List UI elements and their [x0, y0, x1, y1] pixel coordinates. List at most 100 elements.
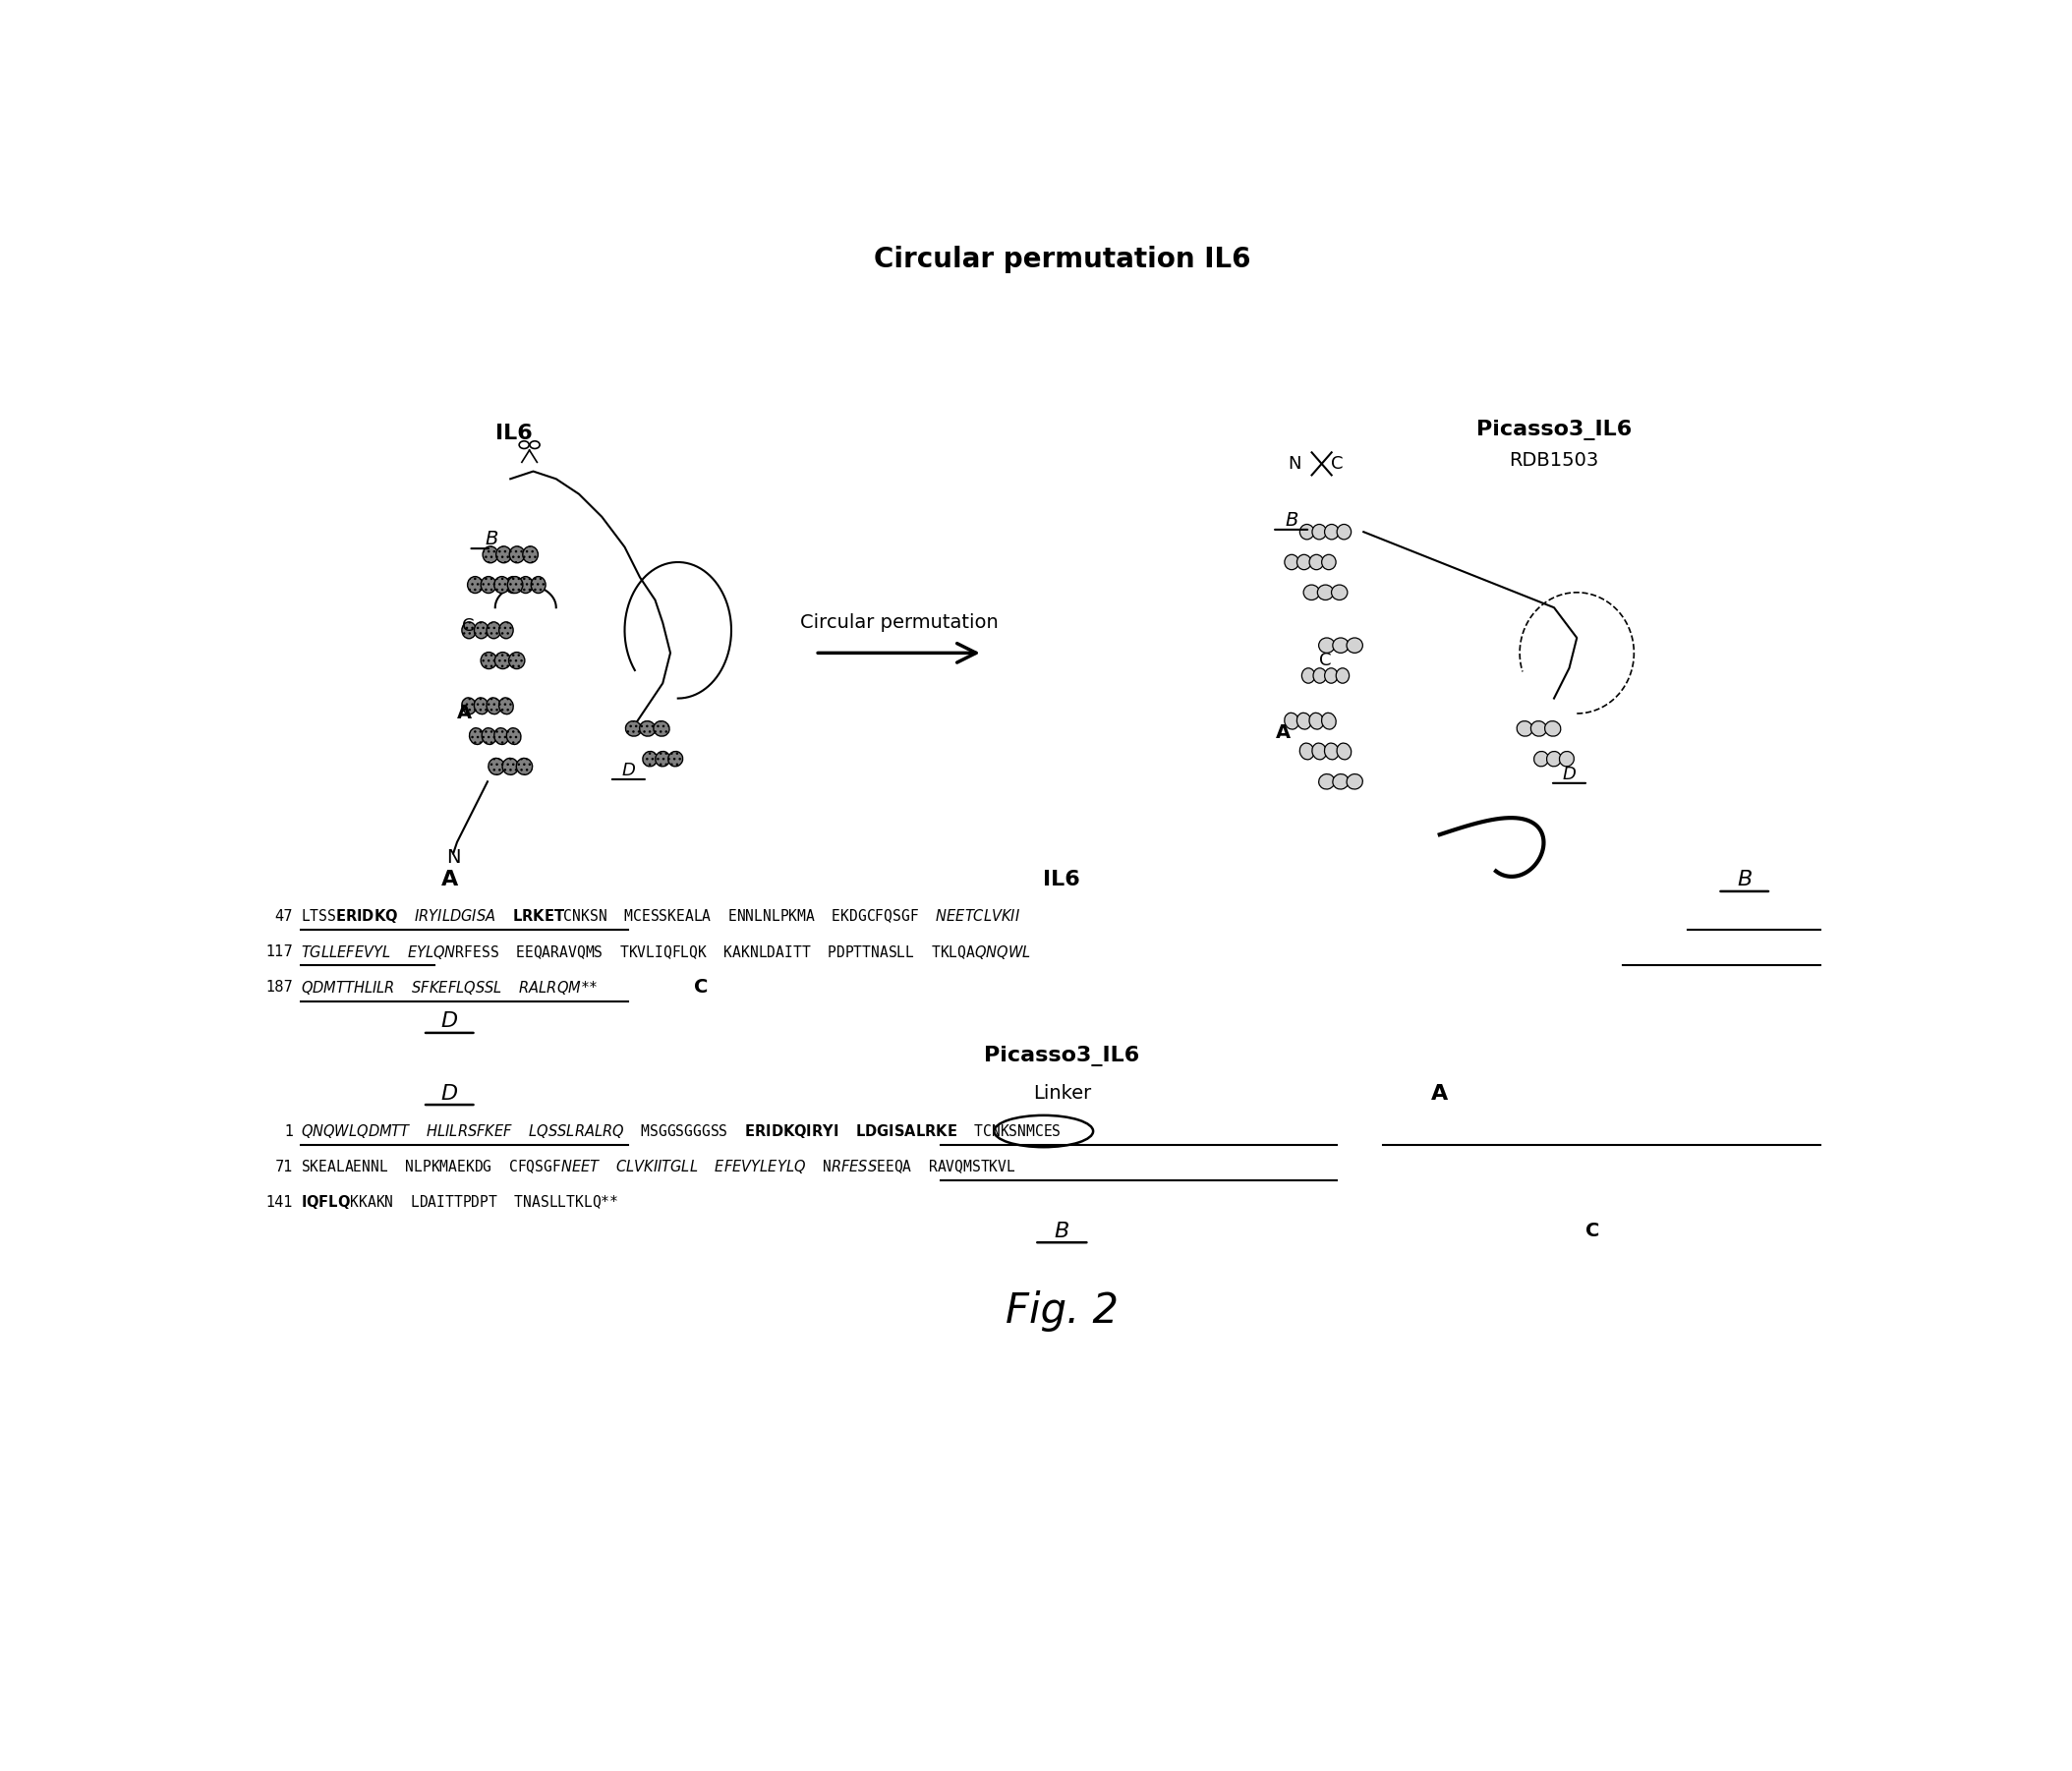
Ellipse shape	[487, 622, 501, 639]
Ellipse shape	[1297, 712, 1312, 730]
Ellipse shape	[499, 698, 514, 714]
Ellipse shape	[487, 698, 501, 714]
Ellipse shape	[1546, 751, 1562, 767]
Ellipse shape	[1318, 774, 1334, 790]
Text: C: C	[1330, 455, 1343, 473]
Text: N: N	[445, 848, 460, 866]
Ellipse shape	[1318, 638, 1334, 653]
Ellipse shape	[510, 545, 524, 563]
Text: $\mathbf{\mathit{D}}$: $\mathbf{\mathit{D}}$	[441, 1084, 458, 1103]
Text: 47: 47	[276, 909, 294, 924]
Text: N: N	[1289, 455, 1301, 473]
Ellipse shape	[1312, 744, 1326, 760]
Text: $\mathbf{\mathit{D}}$: $\mathbf{\mathit{D}}$	[622, 762, 636, 779]
Ellipse shape	[506, 577, 520, 593]
Ellipse shape	[474, 622, 489, 639]
Text: $\mathbf{IQFLQ}$KKAKN  LDAITTPDPT  TNASLLTKLQ**: $\mathbf{IQFLQ}$KKAKN LDAITTPDPT TNASLLT…	[300, 1194, 620, 1211]
Ellipse shape	[667, 751, 684, 767]
Text: SKEALAENNL  NLPKMAEKDG  CFQSGF$\mathbf{\mathit{NEET}}$  $\mathbf{\mathit{CLVKIIT: SKEALAENNL NLPKMAEKDG CFQSGF$\mathbf{\ma…	[300, 1158, 1015, 1176]
Text: LTSS$\mathbf{ERIDKQ}$  $\mathbf{\mathit{IRYILDGISA}}$  $\mathbf{LRKET}$CNKSN  MC: LTSS$\mathbf{ERIDKQ}$ $\mathbf{\mathit{I…	[300, 907, 1021, 924]
Text: 117: 117	[265, 944, 294, 960]
Text: 71: 71	[276, 1160, 294, 1174]
Text: 187: 187	[265, 979, 294, 995]
Ellipse shape	[510, 652, 524, 669]
Ellipse shape	[1517, 721, 1533, 737]
Text: C: C	[462, 618, 474, 636]
Ellipse shape	[468, 577, 483, 593]
Text: 141: 141	[265, 1195, 294, 1210]
Text: Fig. 2: Fig. 2	[1005, 1291, 1119, 1332]
Ellipse shape	[1285, 712, 1299, 730]
Ellipse shape	[1318, 584, 1334, 600]
Text: $\mathit{QN}$$\mathbf{\mathit{QWLQDMTT}}$  $\mathbf{\mathit{HLILRSFKEF}}$  $\mat: $\mathit{QN}$$\mathbf{\mathit{QWLQDMTT}}…	[300, 1123, 1061, 1141]
Text: $\mathbf{\mathit{TGLLEFEVYL}}$  $\mathbf{\mathit{EYLQN}}$RFESS  EEQARAVQMS  TKVL: $\mathbf{\mathit{TGLLEFEVYL}}$ $\mathbf{…	[300, 942, 1032, 960]
Ellipse shape	[640, 721, 655, 737]
Ellipse shape	[1312, 524, 1326, 540]
Text: $\mathbf{\mathit{D}}$: $\mathbf{\mathit{D}}$	[1562, 765, 1577, 783]
Ellipse shape	[1332, 774, 1349, 790]
Ellipse shape	[655, 751, 669, 767]
Ellipse shape	[483, 545, 497, 563]
Ellipse shape	[1285, 554, 1299, 570]
Ellipse shape	[495, 652, 512, 669]
Ellipse shape	[520, 441, 528, 448]
Text: A: A	[1432, 1084, 1448, 1103]
Ellipse shape	[1324, 744, 1339, 760]
Ellipse shape	[1347, 774, 1363, 790]
Ellipse shape	[1560, 751, 1575, 767]
Ellipse shape	[653, 721, 669, 737]
Ellipse shape	[470, 728, 483, 744]
Ellipse shape	[481, 652, 497, 669]
Text: C: C	[1585, 1222, 1600, 1240]
Text: A: A	[441, 870, 458, 889]
Ellipse shape	[1297, 554, 1312, 570]
Text: 1: 1	[284, 1125, 294, 1139]
Ellipse shape	[508, 577, 522, 593]
Text: Picasso3_IL6: Picasso3_IL6	[984, 1045, 1140, 1066]
Text: A: A	[1276, 723, 1291, 742]
Ellipse shape	[1332, 638, 1349, 653]
Ellipse shape	[1310, 554, 1324, 570]
Ellipse shape	[518, 577, 533, 593]
Ellipse shape	[522, 545, 539, 563]
Ellipse shape	[626, 721, 642, 737]
Ellipse shape	[493, 728, 508, 744]
Ellipse shape	[1303, 584, 1320, 600]
Ellipse shape	[1336, 744, 1351, 760]
Text: A: A	[458, 705, 472, 723]
Text: $\mathbf{\mathit{B}}$: $\mathbf{\mathit{B}}$	[1736, 870, 1753, 889]
Ellipse shape	[495, 545, 512, 563]
Text: Circular permutation: Circular permutation	[800, 613, 999, 632]
Ellipse shape	[499, 622, 514, 639]
Ellipse shape	[530, 577, 545, 593]
Ellipse shape	[1299, 744, 1314, 760]
Ellipse shape	[1324, 668, 1339, 684]
Text: $\mathbf{\mathit{B}}$: $\mathbf{\mathit{B}}$	[485, 530, 497, 549]
Ellipse shape	[1322, 554, 1336, 570]
Text: $\mathbf{\mathit{D}}$: $\mathbf{\mathit{D}}$	[441, 1011, 458, 1031]
Text: RDB1503: RDB1503	[1508, 450, 1600, 469]
Ellipse shape	[501, 758, 518, 774]
Text: IL6: IL6	[1044, 870, 1080, 889]
Ellipse shape	[493, 577, 510, 593]
Text: C: C	[694, 978, 709, 997]
Ellipse shape	[489, 758, 503, 774]
Ellipse shape	[1531, 721, 1546, 737]
Ellipse shape	[1533, 751, 1548, 767]
Ellipse shape	[462, 622, 477, 639]
Text: $\mathbf{\mathit{B}}$: $\mathbf{\mathit{B}}$	[1285, 512, 1299, 530]
Ellipse shape	[1332, 584, 1347, 600]
Ellipse shape	[1347, 638, 1363, 653]
Text: IL6: IL6	[495, 423, 533, 443]
Ellipse shape	[1324, 524, 1339, 540]
Text: Linker: Linker	[1032, 1084, 1092, 1103]
Text: Picasso3_IL6: Picasso3_IL6	[1475, 420, 1633, 439]
Ellipse shape	[1546, 721, 1560, 737]
Ellipse shape	[462, 698, 477, 714]
Ellipse shape	[474, 698, 489, 714]
Ellipse shape	[516, 758, 533, 774]
Ellipse shape	[1314, 668, 1326, 684]
Ellipse shape	[1322, 712, 1336, 730]
Text: $\mathbf{\mathit{QDMTTHLILR}}$  $\mathbf{\mathit{SFKEFLQSSL}}$  $\mathbf{\mathit: $\mathbf{\mathit{QDMTTHLILR}}$ $\mathbf{…	[300, 979, 599, 997]
Ellipse shape	[1336, 668, 1349, 684]
